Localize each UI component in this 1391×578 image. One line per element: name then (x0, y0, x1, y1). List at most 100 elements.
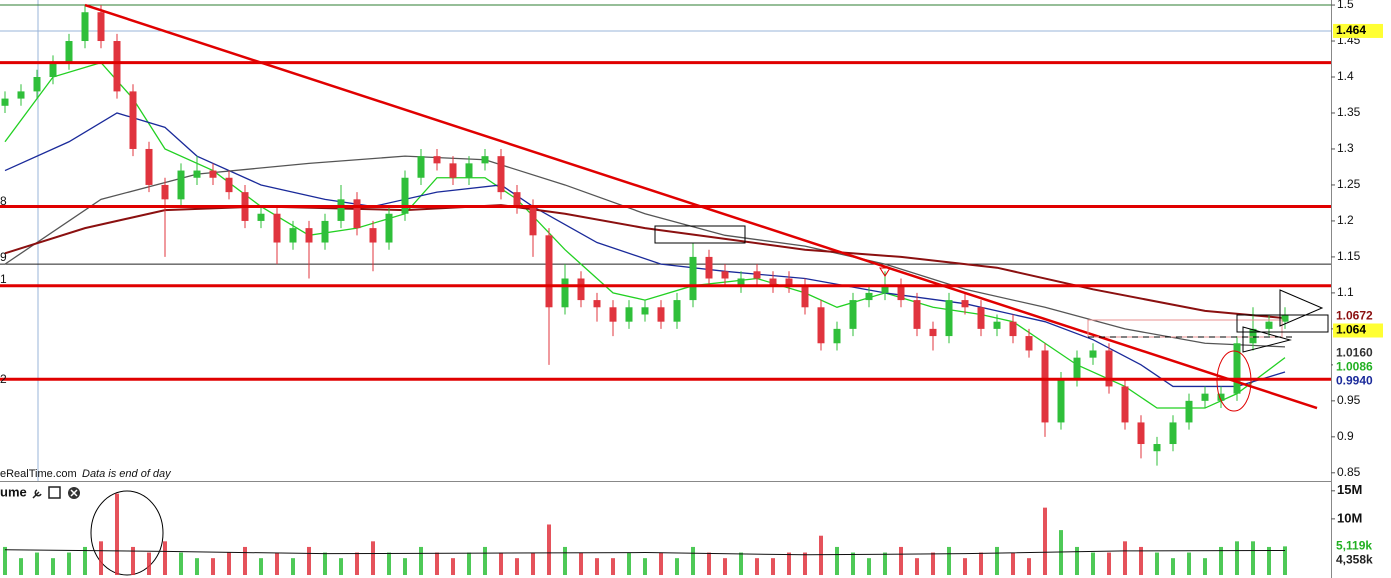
candle-body (913, 300, 921, 329)
y-tick-label: 1.4 (1337, 69, 1354, 83)
volume-bar (691, 546, 695, 575)
volume-bar (851, 552, 855, 575)
note: Data is end of day (82, 468, 172, 480)
volume-bar (515, 558, 519, 575)
price-badge-label: 1.0086 (1336, 360, 1373, 374)
volume-bar (83, 546, 87, 575)
volume-bar (835, 546, 839, 575)
price-badge-label: 1.0672 (1336, 309, 1373, 323)
price-badge (1333, 553, 1383, 568)
volume-bar (1155, 552, 1159, 575)
annotation-triangle (1279, 289, 1324, 327)
annotation-circle (90, 490, 164, 576)
volume-bar (243, 546, 247, 575)
candle-body (1073, 357, 1081, 380)
candle-body (561, 278, 569, 308)
candle-body (897, 285, 905, 301)
candle-body (609, 307, 617, 322)
candle-body (1233, 343, 1241, 394)
candle-body (385, 213, 393, 243)
candle-body (1105, 350, 1113, 387)
candle-body (1121, 386, 1129, 423)
candle-body (129, 91, 137, 149)
price-badge (1333, 309, 1383, 324)
volume-bar (339, 558, 343, 575)
volume-bar (755, 558, 759, 575)
volume-bar (915, 558, 919, 575)
candle-body (161, 184, 169, 200)
volume-bar (643, 558, 647, 575)
candle-body (17, 91, 25, 99)
candle-body (33, 77, 41, 92)
candle-body (721, 271, 729, 279)
candle-body (401, 177, 409, 214)
candle-body (97, 12, 105, 42)
annotation-box (654, 225, 746, 244)
candle-body (849, 300, 857, 329)
price-badge-label: 1.464 (1336, 23, 1366, 37)
window-icon[interactable] (48, 486, 61, 499)
volume-bar (67, 552, 71, 575)
volume-bar (1267, 546, 1271, 575)
volume-bar (259, 558, 263, 575)
volume-bar (707, 552, 711, 575)
volume-bar (1123, 541, 1127, 575)
volume-bar (387, 552, 391, 575)
candle-body (801, 285, 809, 308)
y-tick-label: 1.2 (1337, 213, 1354, 227)
candle-body (1041, 350, 1049, 423)
volume-bar (595, 558, 599, 575)
y-tick-label: 0.85 (1337, 465, 1361, 479)
y-tick-label: 1.3 (1337, 141, 1354, 155)
candle-body (1089, 350, 1097, 358)
candle-body (449, 163, 457, 178)
volume-bar (483, 546, 487, 575)
volume-bar (1235, 541, 1239, 575)
volume-bar (499, 552, 503, 575)
volume-bar (659, 552, 663, 575)
candle-body (1137, 422, 1145, 445)
volume-bar (883, 552, 887, 575)
candle-body (1281, 314, 1289, 322)
left-label: 2 (0, 372, 7, 386)
candle-body (833, 328, 841, 344)
volume-tick-label: 10M (1337, 510, 1362, 525)
volume-bar (771, 558, 775, 575)
price-panel (0, 0, 1331, 481)
candle-body (1057, 379, 1065, 423)
candle-body (1025, 336, 1033, 351)
candle-body (513, 192, 521, 207)
candle-body (529, 206, 537, 236)
volume-bar (147, 552, 151, 575)
left-label: 9 (0, 250, 7, 264)
price-badge (1333, 539, 1383, 554)
volume-bar (1027, 558, 1031, 575)
y-tick-label: 1.35 (1337, 105, 1361, 119)
settings-icon[interactable] (32, 489, 42, 499)
candle-body (273, 213, 281, 243)
candle-body (593, 300, 601, 308)
volume-bar (947, 546, 951, 575)
volume-bar (675, 558, 679, 575)
candle-body (337, 199, 345, 221)
volume-bar (1251, 541, 1255, 575)
volume-bar (819, 535, 823, 575)
candle-body (81, 12, 89, 42)
candle-body (193, 170, 201, 178)
volume-bar (867, 558, 871, 575)
price-badge (1333, 374, 1383, 389)
candle-body (465, 163, 473, 178)
candle-body (481, 156, 489, 164)
volume-bar (35, 552, 39, 575)
volume-bar (611, 558, 615, 575)
candle-body (305, 228, 313, 243)
annotation-pennant (1242, 326, 1292, 353)
volume-bar (131, 546, 135, 575)
candle-body (289, 228, 297, 243)
close-cross (70, 489, 78, 497)
candle-body (753, 271, 761, 279)
left-label: 8 (0, 194, 7, 208)
candle-body (673, 300, 681, 322)
candle-body (817, 307, 825, 344)
candle-body (641, 307, 649, 315)
